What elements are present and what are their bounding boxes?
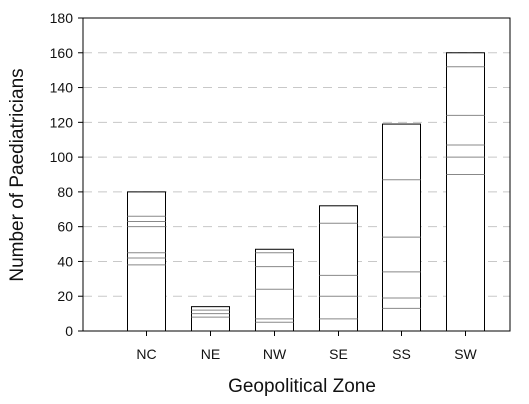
bar-nc — [127, 191, 166, 332]
bar-se — [319, 205, 358, 332]
y-tick-label: 80 — [57, 184, 73, 200]
y-tick-label: 60 — [57, 219, 73, 235]
y-tick-label: 160 — [50, 45, 74, 61]
y-tick-label: 20 — [57, 288, 73, 304]
plot-frame — [82, 17, 511, 332]
bar-ss — [382, 123, 421, 332]
grid-layer — [83, 52, 510, 297]
y-axis-title: Number of Paediatricians — [7, 68, 28, 281]
bar-sw — [446, 52, 485, 332]
x-tick-label: NW — [263, 346, 287, 362]
x-tick-label: SS — [392, 346, 411, 362]
x-tick-label: NC — [136, 346, 156, 362]
bars-layer — [127, 52, 485, 332]
y-tick-label: 120 — [50, 114, 74, 130]
x-tick-label: NE — [201, 346, 220, 362]
x-tick-label: SW — [454, 346, 477, 362]
axis-layer: NC NE NW SE SS SW 0 20 40 60 80 100 120 140 160 180 — [50, 10, 511, 362]
y-tick-label: 180 — [50, 10, 74, 26]
y-tick-label: 0 — [65, 323, 73, 339]
y-tick-label: 40 — [57, 253, 73, 269]
y-tick-label: 100 — [50, 149, 74, 165]
x-tick-label: SE — [329, 346, 348, 362]
x-axis-title: Geopolitical Zone — [228, 376, 376, 397]
y-tick-label: 140 — [50, 80, 74, 96]
bar-ne — [191, 306, 230, 332]
